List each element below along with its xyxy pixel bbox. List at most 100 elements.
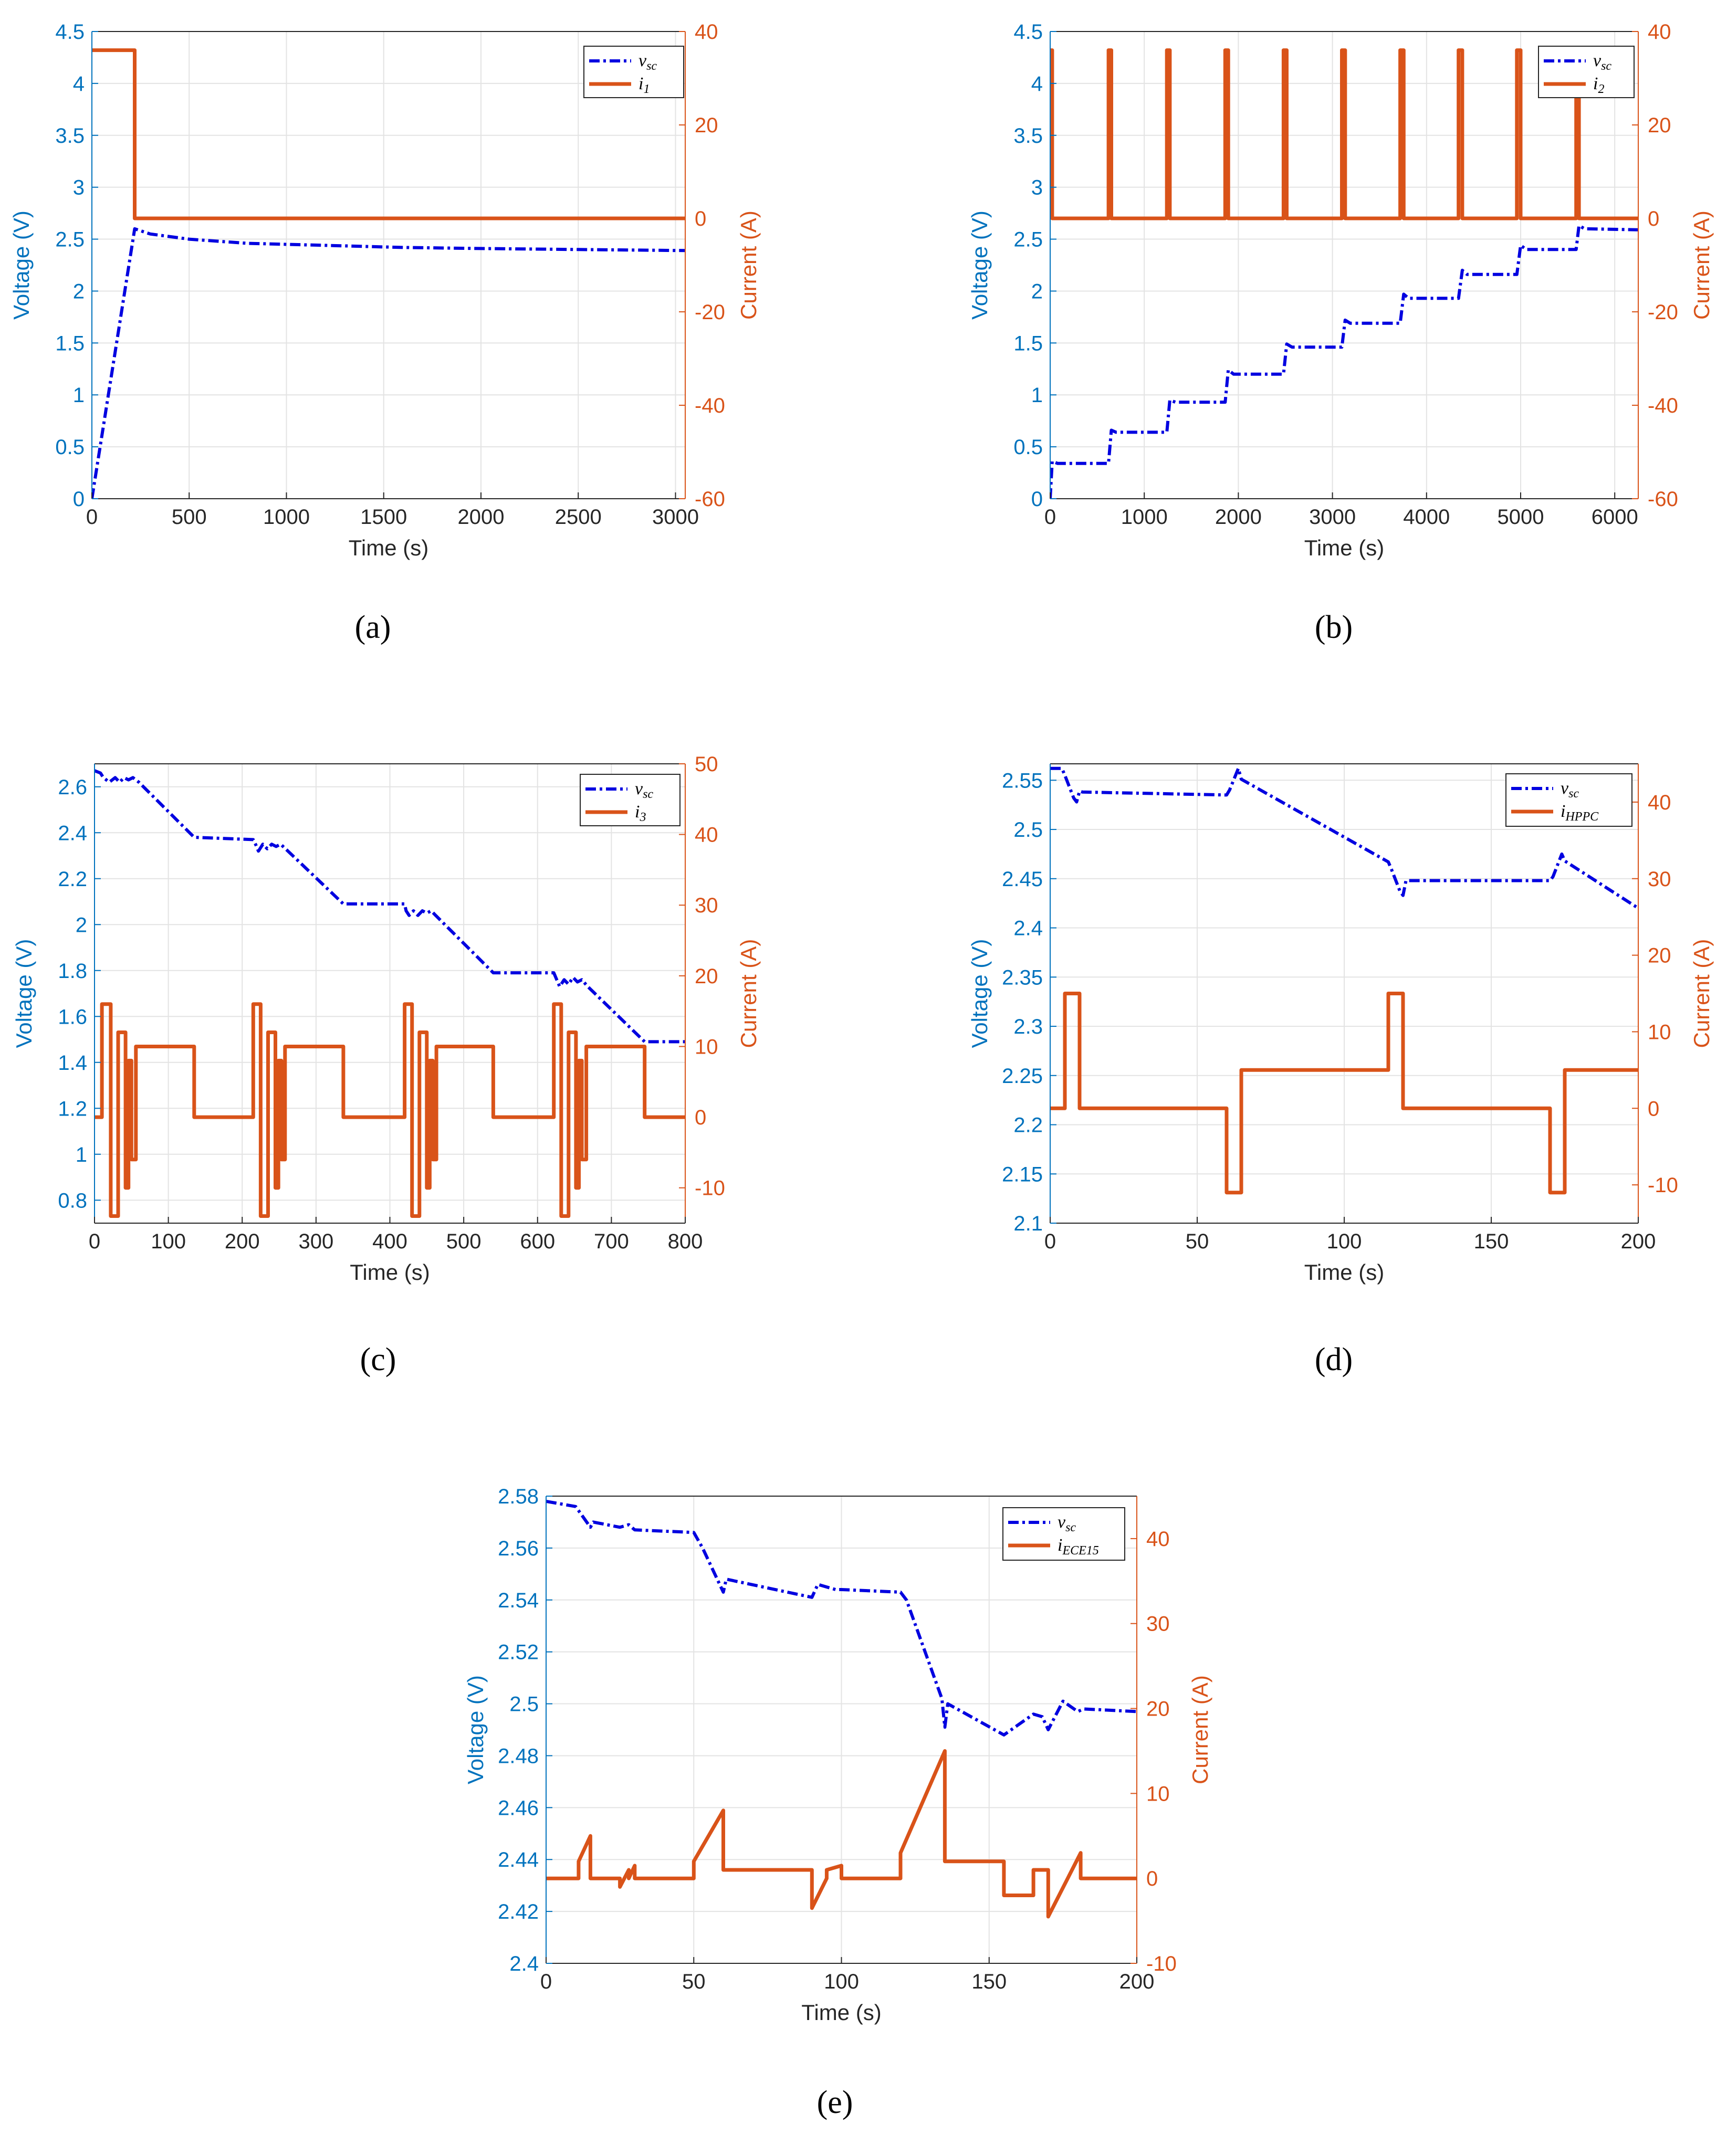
- x-tick-label: 400: [372, 1230, 407, 1253]
- left-y-tick-label: 0: [73, 488, 85, 511]
- left-y-tick-label: 2.52: [498, 1641, 539, 1664]
- panel-label: (d): [1315, 1342, 1353, 1377]
- left-y-tick-label: 3: [1031, 176, 1043, 199]
- left-y-tick-label: 2.45: [1002, 868, 1043, 891]
- x-tick-label: 200: [1119, 1970, 1155, 1993]
- x-axis-label: Time (s): [349, 535, 428, 560]
- series-line-current: [546, 1749, 1137, 1919]
- left-y-tick-label: 2.15: [1002, 1163, 1043, 1186]
- right-y-tick-label: 10: [1648, 1021, 1671, 1044]
- legend-box: [1002, 1507, 1125, 1561]
- series-line-voltage: [95, 769, 685, 1044]
- x-tick-label: 2500: [555, 506, 602, 529]
- right-y-tick-label: 30: [695, 894, 718, 917]
- right-y-tick-label: -60: [1648, 488, 1678, 511]
- left-y-tick-label: 1.5: [55, 332, 85, 355]
- left-y-tick-label: 1.4: [58, 1051, 87, 1075]
- x-axis-label: Time (s): [1304, 1260, 1384, 1285]
- panel-label: (c): [360, 1342, 396, 1377]
- left-y-tick-label: 2.1: [1013, 1212, 1043, 1235]
- x-tick-label: 6000: [1592, 506, 1638, 529]
- right-y-tick-label: -20: [1648, 301, 1678, 324]
- left-y-tick-label: 2.35: [1002, 966, 1043, 989]
- right-y-tick-label: -10: [1648, 1174, 1678, 1197]
- left-y-tick-label: 2.54: [498, 1589, 539, 1612]
- series-line-voltage: [1050, 766, 1638, 910]
- left-y-tick-label: 2.44: [498, 1848, 539, 1871]
- right-y-tick-label: -10: [1146, 1952, 1177, 1975]
- left-y-tick-label: 2.6: [58, 776, 87, 799]
- right-y-tick-label: 10: [1146, 1782, 1170, 1805]
- right-y-tick-label: 40: [1648, 20, 1671, 44]
- right-y-axis-label: Current (A): [736, 939, 761, 1048]
- chart-a: 0 500 1000 1500 2000 2500 3000 0 0.5 1 1.5 2 2.5 3 3.5…: [9, 20, 761, 645]
- x-tick-label: 500: [172, 506, 207, 529]
- x-tick-label: 300: [299, 1230, 334, 1253]
- chart-d: 0 50 100 150 2002.12.152.22.252.32.352.42.45…: [967, 763, 1714, 1377]
- x-tick-label: 800: [668, 1230, 703, 1253]
- left-y-axis-label: Voltage (V): [12, 939, 36, 1048]
- series-line-current: [92, 48, 685, 220]
- chart-b: 0 1000 2000 3000 4000 5000 6000 0 0.5 1 1.5 2 2.5 3 3.…: [967, 20, 1714, 645]
- left-y-tick-label: 2: [76, 913, 87, 937]
- right-y-tick-label: 0: [695, 207, 706, 230]
- x-axis-label: Time (s): [350, 1260, 430, 1285]
- x-tick-label: 2000: [1215, 506, 1262, 529]
- left-y-tick-label: 1: [73, 384, 85, 407]
- left-y-tick-label: 2.58: [498, 1485, 539, 1508]
- legend-box: [1538, 46, 1635, 98]
- left-y-tick-label: 2.55: [1002, 769, 1043, 792]
- right-y-axis-label: Current (A): [1689, 211, 1714, 320]
- left-y-tick-label: 2: [73, 280, 85, 303]
- right-y-tick-label: 20: [695, 114, 718, 137]
- left-y-tick-label: 2.4: [509, 1952, 539, 1975]
- left-y-tick-label: 1: [76, 1143, 87, 1166]
- left-y-tick-label: 3.5: [55, 124, 85, 148]
- right-y-tick-label: -40: [1648, 394, 1678, 417]
- left-y-tick-label: 4.5: [1013, 20, 1043, 44]
- x-tick-label: 0: [1044, 1230, 1056, 1253]
- right-y-tick-label: 50: [695, 753, 718, 776]
- x-axis-label: Time (s): [801, 2000, 881, 2025]
- x-tick-label: 0: [540, 1970, 552, 1993]
- x-tick-label: 3000: [1309, 506, 1356, 529]
- right-y-tick-label: -60: [695, 488, 725, 511]
- x-tick-label: 3000: [652, 506, 699, 529]
- left-y-tick-label: 3.5: [1013, 124, 1043, 148]
- left-y-tick-label: 2.48: [498, 1744, 539, 1768]
- x-tick-label: 1000: [1121, 506, 1168, 529]
- right-y-tick-label: 30: [1146, 1613, 1170, 1636]
- right-y-tick-label: 40: [695, 20, 718, 44]
- right-y-axis-label: Current (A): [1689, 939, 1714, 1048]
- right-y-tick-label: 40: [1146, 1528, 1170, 1551]
- left-y-tick-label: 2.3: [1013, 1015, 1043, 1038]
- x-tick-label: 1500: [360, 506, 407, 529]
- right-y-tick-label: -40: [695, 394, 725, 417]
- left-y-tick-label: 2: [1031, 280, 1043, 303]
- left-y-axis-label: Voltage (V): [9, 211, 34, 320]
- left-y-tick-label: 2.5: [1013, 818, 1043, 842]
- chart-e: 0 50 100 150 2002.42.422.442.462.482.52.522.…: [463, 1485, 1212, 2120]
- left-y-tick-label: 2.46: [498, 1796, 539, 1820]
- x-tick-label: 0: [1044, 506, 1056, 529]
- x-tick-label: 50: [682, 1970, 706, 1993]
- left-y-tick-label: 2.4: [1013, 917, 1043, 940]
- left-y-tick-label: 2.2: [58, 868, 87, 891]
- right-y-tick-label: 0: [1648, 207, 1659, 230]
- right-y-tick-label: 10: [695, 1035, 718, 1058]
- right-y-tick-label: -10: [695, 1177, 725, 1200]
- x-tick-label: 100: [824, 1970, 859, 1993]
- series-line-voltage: [92, 227, 685, 499]
- left-y-tick-label: 1.6: [58, 1005, 87, 1028]
- panel-label: (b): [1315, 609, 1353, 645]
- right-y-axis-label: Current (A): [1188, 1675, 1212, 1784]
- x-tick-label: 0: [86, 506, 98, 529]
- right-y-tick-label: 40: [695, 824, 718, 847]
- x-tick-label: 1000: [263, 506, 310, 529]
- x-tick-label: 200: [1621, 1230, 1656, 1253]
- series-line-voltage: [546, 1499, 1137, 1737]
